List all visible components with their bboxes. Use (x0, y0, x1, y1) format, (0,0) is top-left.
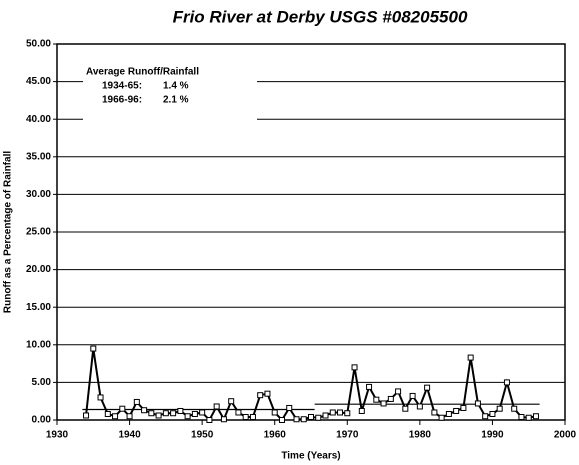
data-point (170, 410, 177, 417)
data-point (308, 413, 314, 420)
data-point (489, 410, 496, 417)
y-tick-label: 15.00 (26, 302, 51, 313)
data-point (329, 409, 336, 416)
data-point (220, 416, 227, 423)
y-tick-label: 35.00 (26, 151, 51, 162)
x-tick-label: 1970 (336, 430, 359, 441)
chart-title: Frio River at Derby USGS #08205500 (173, 7, 468, 26)
annotation-period: 1934-65: (102, 81, 142, 92)
data-point (351, 364, 358, 371)
y-tick-label: 40.00 (26, 114, 51, 125)
annotation-value: 1.4 % (163, 81, 189, 92)
x-tick-label: 2000 (554, 430, 577, 441)
data-point (213, 403, 220, 410)
data-point (474, 400, 481, 407)
data-point (525, 414, 532, 421)
data-point (344, 410, 351, 417)
data-point (431, 409, 438, 416)
data-point (141, 407, 148, 414)
data-point (315, 414, 322, 421)
annotation-period: 1966-96: (102, 95, 142, 106)
data-point (438, 414, 445, 421)
data-point (184, 413, 191, 420)
data-point (482, 413, 489, 420)
y-tick-label: 20.00 (26, 264, 51, 275)
x-tick-label: 1980 (409, 430, 432, 441)
data-point (112, 413, 119, 420)
data-point (467, 354, 474, 361)
y-tick-label: 10.00 (26, 339, 51, 350)
data-point (293, 416, 300, 423)
y-tick-label: 45.00 (26, 76, 51, 87)
plot-frame (56, 43, 566, 421)
data-point (83, 412, 90, 419)
data-point (206, 417, 213, 423)
x-tick-label: 1960 (264, 430, 287, 441)
data-point (402, 405, 409, 412)
data-point (162, 410, 169, 417)
data-point (322, 412, 329, 419)
x-axis-label: Time (Years) (281, 451, 340, 462)
data-point (366, 383, 373, 390)
data-point (228, 398, 235, 405)
data-point (177, 407, 184, 414)
y-tick-label: 5.00 (32, 377, 52, 388)
data-point (271, 409, 278, 416)
data-point (155, 412, 162, 419)
data-point (242, 413, 249, 420)
y-tick-label: 25.00 (26, 227, 51, 238)
y-axis-label: Runoff as a Percentage of Rainfall (3, 151, 14, 313)
y-tick-label: 0.00 (32, 415, 52, 426)
annotation-title: Average Runoff/Rainfall (86, 67, 199, 78)
data-point (409, 392, 416, 399)
data-point (496, 405, 503, 412)
data-point (416, 403, 423, 410)
x-tick-label: 1990 (481, 430, 504, 441)
data-point (445, 410, 452, 417)
data-point (257, 392, 264, 399)
data-point (532, 413, 539, 420)
data-point (148, 410, 155, 417)
data-point (395, 388, 402, 395)
data-point (387, 395, 394, 402)
data-point (90, 345, 97, 352)
data-point (460, 404, 467, 411)
data-point (97, 394, 104, 401)
data-point (358, 407, 365, 414)
data-point (264, 390, 271, 397)
y-tick-label: 50.00 (26, 39, 51, 50)
data-point (278, 417, 285, 423)
data-point (518, 413, 525, 420)
data-point (235, 409, 242, 416)
data-point (424, 384, 431, 391)
data-point (337, 409, 344, 416)
data-point (300, 416, 307, 423)
data-point (373, 396, 380, 403)
data-point (104, 410, 111, 417)
data-point (249, 413, 256, 420)
x-tick-label: 1940 (118, 430, 141, 441)
x-tick-label: 1950 (191, 430, 214, 441)
data-point (199, 409, 206, 416)
data-point (126, 413, 133, 420)
x-tick-label: 1930 (46, 430, 69, 441)
data-point (286, 404, 293, 411)
data-point (191, 410, 198, 417)
data-point (133, 398, 140, 405)
data-point (380, 400, 387, 407)
annotation-box (83, 62, 257, 125)
data-point (503, 379, 510, 386)
data-point (453, 407, 460, 414)
y-tick-label: 30.00 (26, 189, 51, 200)
annotation-value: 2.1 % (163, 95, 189, 106)
data-point (511, 405, 518, 412)
data-point (119, 405, 126, 412)
